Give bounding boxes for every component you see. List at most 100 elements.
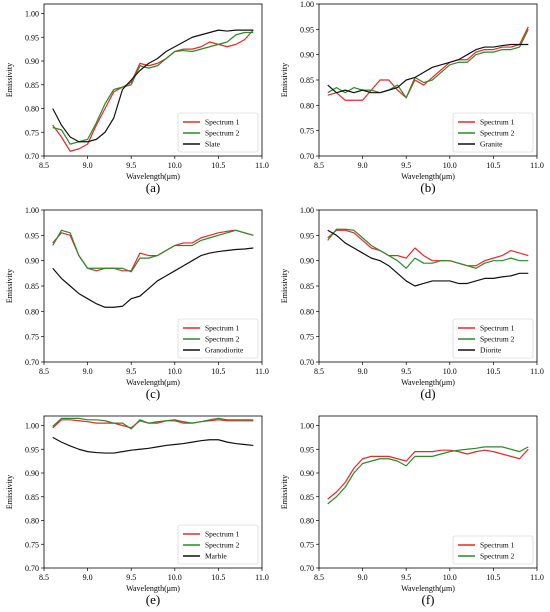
legend-entry: Spectrum 1 bbox=[205, 530, 240, 539]
y-tick-label: 0.75 bbox=[300, 333, 314, 342]
series-line bbox=[52, 31, 254, 145]
panel-letter: (e) bbox=[146, 592, 160, 607]
y-tick-label: 1.00 bbox=[300, 422, 314, 431]
series-line bbox=[327, 229, 529, 287]
legend-entry: Spectrum 1 bbox=[480, 324, 515, 333]
legend-entry: Granite bbox=[480, 140, 503, 149]
y-tick-label: 0.80 bbox=[300, 101, 314, 110]
series-line bbox=[327, 446, 529, 505]
x-tick-label: 11.0 bbox=[530, 161, 544, 170]
legend-entry: Spectrum 2 bbox=[480, 129, 515, 138]
y-axis-label: Emissivity bbox=[5, 475, 14, 509]
y-axis-label: Emissivity bbox=[5, 63, 14, 97]
y-tick-label: 0.75 bbox=[25, 333, 39, 342]
x-tick-label: 10.5 bbox=[211, 573, 225, 582]
x-tick-label: 9.0 bbox=[83, 161, 93, 170]
y-tick-label: 0.90 bbox=[300, 51, 314, 60]
x-tick-label: 11.0 bbox=[255, 573, 269, 582]
x-tick-label: 10.0 bbox=[443, 367, 457, 376]
x-axis-label: Wavelength(μm) bbox=[401, 378, 455, 387]
y-axis-label: Emissivity bbox=[280, 269, 289, 303]
legend-entry: Spectrum 2 bbox=[205, 541, 240, 550]
y-tick-label: 0.75 bbox=[300, 127, 314, 136]
series-line bbox=[52, 29, 254, 152]
panel-letter: (b) bbox=[420, 180, 435, 195]
series-line bbox=[52, 229, 254, 273]
chart-panel: 8.5 9.0 9.5 10.0 10.5 11.0 0.70 0.75 0.80 0.85 0.9… bbox=[5, 415, 269, 607]
x-tick-label: 10.5 bbox=[486, 367, 500, 376]
x-tick-label: 9.5 bbox=[401, 161, 411, 170]
y-axis-label: Emissivity bbox=[280, 475, 289, 509]
legend-entry: Spectrum 1 bbox=[205, 324, 240, 333]
legend-entry: Diorite bbox=[480, 346, 502, 355]
series-line bbox=[52, 436, 254, 454]
y-tick-label: 0.90 bbox=[25, 469, 39, 478]
plot-frame bbox=[318, 415, 538, 569]
legend-box bbox=[177, 318, 259, 359]
y-tick-label: 0.70 bbox=[25, 564, 39, 573]
x-tick-label: 11.0 bbox=[255, 161, 269, 170]
panel-letter: (a) bbox=[146, 180, 160, 195]
y-tick-label: 0.75 bbox=[300, 540, 314, 549]
y-tick-label: 0.95 bbox=[25, 231, 39, 240]
x-tick-label: 8.5 bbox=[314, 573, 324, 582]
y-tick-label: 0.80 bbox=[25, 105, 39, 114]
legend-entry: Spectrum 1 bbox=[480, 118, 515, 127]
x-tick-label: 11.0 bbox=[530, 573, 544, 582]
panel-letter: (c) bbox=[146, 386, 160, 401]
y-tick-label: 0.90 bbox=[300, 469, 314, 478]
legend-entry: Spectrum 1 bbox=[205, 118, 240, 127]
y-tick-label: 0.70 bbox=[300, 358, 314, 367]
y-tick-label: 0.70 bbox=[25, 152, 39, 161]
series-line bbox=[52, 419, 254, 429]
series-line bbox=[327, 43, 529, 94]
y-tick-label: 0.80 bbox=[25, 307, 39, 316]
y-tick-label: 0.70 bbox=[25, 358, 39, 367]
x-axis-label: Wavelength(μm) bbox=[126, 378, 180, 387]
plot-frame bbox=[43, 3, 263, 157]
chart-panel: 8.5 9.0 9.5 10.0 10.5 11.0 0.70 0.75 0.80 0.85 0.9… bbox=[5, 206, 269, 401]
x-tick-label: 10.5 bbox=[486, 161, 500, 170]
series-line bbox=[327, 228, 529, 269]
x-tick-label: 10.0 bbox=[168, 573, 182, 582]
y-tick-label: 1.00 bbox=[300, 0, 314, 9]
y-axis-label: Emissivity bbox=[5, 269, 14, 303]
legend-entry: Spectrum 2 bbox=[205, 335, 240, 344]
chart-panel: 8.5 9.0 9.5 10.0 10.5 11.0 0.70 0.75 0.80 0.85 0.9… bbox=[5, 3, 269, 195]
x-tick-label: 10.5 bbox=[486, 573, 500, 582]
x-tick-label: 9.0 bbox=[83, 367, 93, 376]
x-tick-label: 10.0 bbox=[443, 573, 457, 582]
chart-panel: 8.5 9.0 9.5 10.0 10.5 11.0 0.70 0.75 0.80 0.85 0.9… bbox=[280, 0, 544, 195]
x-tick-label: 8.5 bbox=[39, 161, 49, 170]
y-tick-label: 0.70 bbox=[300, 152, 314, 161]
x-tick-label: 10.5 bbox=[211, 161, 225, 170]
y-tick-label: 0.85 bbox=[300, 493, 314, 502]
x-axis-label: Wavelength(μm) bbox=[401, 584, 455, 593]
y-tick-label: 0.85 bbox=[300, 282, 314, 291]
y-tick-label: 0.85 bbox=[300, 76, 314, 85]
legend-entry: Slate bbox=[205, 140, 221, 149]
y-tick-label: 0.85 bbox=[25, 81, 39, 90]
x-tick-label: 10.0 bbox=[168, 161, 182, 170]
x-tick-label: 9.0 bbox=[358, 161, 368, 170]
x-tick-label: 9.5 bbox=[401, 367, 411, 376]
y-tick-label: 1.00 bbox=[25, 422, 39, 431]
x-tick-label: 9.0 bbox=[358, 367, 368, 376]
y-tick-label: 0.85 bbox=[25, 282, 39, 291]
legend-entry: Spectrum 2 bbox=[480, 552, 515, 561]
x-tick-label: 9.0 bbox=[358, 573, 368, 582]
series-line bbox=[52, 417, 254, 430]
x-tick-label: 9.5 bbox=[126, 367, 136, 376]
series-line bbox=[52, 29, 254, 143]
y-tick-label: 0.80 bbox=[300, 307, 314, 316]
legend-box bbox=[452, 112, 534, 153]
y-tick-label: 0.70 bbox=[300, 564, 314, 573]
y-tick-label: 0.95 bbox=[300, 231, 314, 240]
x-tick-label: 9.5 bbox=[126, 573, 136, 582]
panel-letter: (f) bbox=[422, 592, 435, 607]
legend-entry: Spectrum 2 bbox=[480, 335, 515, 344]
series-line bbox=[327, 229, 529, 267]
legend-entry: Spectrum 1 bbox=[480, 541, 515, 550]
x-tick-label: 8.5 bbox=[314, 161, 324, 170]
